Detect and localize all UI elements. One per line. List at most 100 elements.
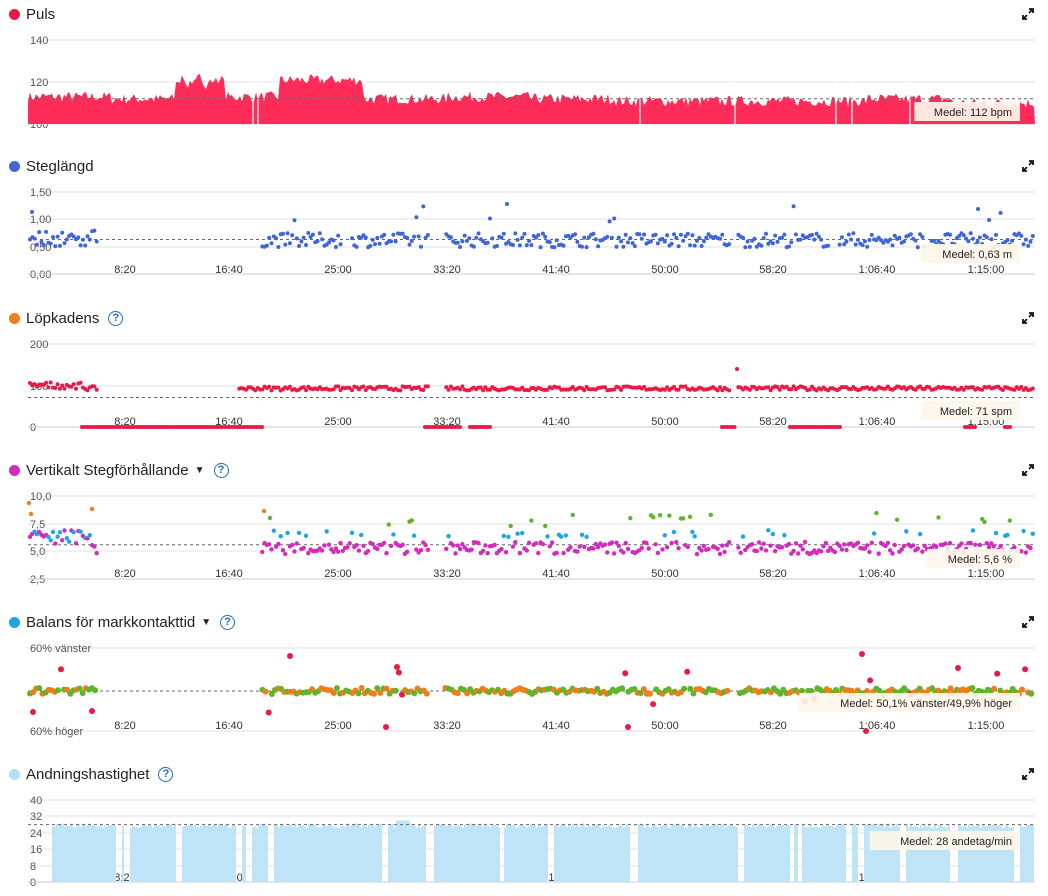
data-point <box>973 542 978 547</box>
panel-header: Puls <box>9 2 55 26</box>
data-point <box>865 244 870 249</box>
data-bar <box>434 825 436 882</box>
x-tick-label: 25:00 <box>324 416 352 428</box>
data-bar <box>290 824 292 882</box>
data-bar <box>160 827 162 882</box>
data-point <box>87 237 92 242</box>
data-bar <box>398 820 400 882</box>
data-point <box>80 237 85 242</box>
data-point <box>395 669 402 676</box>
data-point <box>382 540 387 546</box>
data-point <box>267 515 273 521</box>
data-bar <box>452 826 454 882</box>
data-point <box>333 546 339 551</box>
data-point <box>462 233 467 238</box>
data-bar <box>736 826 738 882</box>
data-bar <box>322 825 324 882</box>
data-bar <box>328 825 330 882</box>
data-bar <box>718 826 720 882</box>
data-bar <box>818 827 820 882</box>
data-point <box>62 528 67 533</box>
data-bar <box>92 824 94 882</box>
data-bar <box>300 825 302 882</box>
help-icon[interactable]: ? <box>220 614 236 630</box>
data-point <box>646 546 651 551</box>
data-point <box>333 245 338 249</box>
data-point <box>267 384 272 389</box>
data-bar <box>280 823 282 882</box>
expand-icon[interactable] <box>1022 8 1034 20</box>
data-point <box>779 545 785 550</box>
help-icon[interactable]: ? <box>213 462 229 478</box>
data-bar <box>1004 826 1006 882</box>
expand-icon[interactable] <box>1022 160 1034 172</box>
expand-icon[interactable] <box>1022 616 1034 628</box>
data-point <box>651 515 656 520</box>
data-bar <box>378 823 380 882</box>
data-point <box>773 233 778 238</box>
data-bar <box>890 827 892 882</box>
data-point <box>261 508 267 514</box>
data-point <box>529 518 534 523</box>
data-point <box>621 550 626 555</box>
data-bar <box>184 825 186 882</box>
data-point <box>276 245 281 249</box>
data-point <box>802 539 808 545</box>
x-tick-label: 33:20 <box>433 264 461 276</box>
data-bar <box>276 824 278 882</box>
data-bar <box>746 824 748 882</box>
data-point <box>278 534 283 539</box>
data-bar <box>130 827 132 882</box>
data-point <box>853 242 858 247</box>
data-point <box>1012 387 1017 392</box>
data-bar <box>680 825 682 882</box>
data-bar <box>486 825 488 882</box>
help-icon[interactable]: ? <box>158 766 174 782</box>
data-point <box>766 385 771 390</box>
data-bar <box>352 824 354 882</box>
data-point <box>994 232 998 237</box>
data-point <box>78 529 83 534</box>
data-point <box>345 545 350 550</box>
data-point <box>681 516 686 521</box>
data-point <box>943 541 948 546</box>
average-label-bg <box>799 693 1020 712</box>
data-point <box>306 551 311 556</box>
y-tick-label: 0,00 <box>30 269 51 281</box>
data-bar <box>526 827 528 882</box>
data-point <box>446 533 451 539</box>
vertikalt-chart: 10,0 7,5 5,0 2,5 8:20 16:40 25:00 33:20 41:40 50:… <box>26 491 1036 586</box>
data-point <box>71 234 76 239</box>
expand-icon[interactable] <box>1022 464 1034 476</box>
data-bar <box>588 824 590 882</box>
expand-icon[interactable] <box>1022 312 1034 324</box>
data-point <box>908 232 913 237</box>
help-icon[interactable]: ? <box>108 310 124 326</box>
dropdown-caret-icon[interactable]: ▼ <box>201 616 212 628</box>
expand-icon[interactable] <box>1022 768 1034 780</box>
data-bar <box>594 824 596 882</box>
y-tick-label: 0 <box>30 422 36 434</box>
data-point <box>515 237 520 242</box>
data-point <box>62 386 67 391</box>
data-bar <box>1030 824 1032 882</box>
data-bar <box>880 823 882 882</box>
data-point <box>503 550 509 555</box>
data-point <box>377 241 382 246</box>
data-bar <box>780 825 782 882</box>
data-point <box>517 550 523 556</box>
dropdown-caret-icon[interactable]: ▼ <box>194 464 205 476</box>
data-bar <box>286 826 288 882</box>
data-point <box>697 236 702 240</box>
data-point <box>676 546 681 551</box>
average-label-bg <box>920 244 1020 263</box>
data-point <box>789 240 794 245</box>
data-point <box>287 653 293 659</box>
data-point <box>897 235 902 240</box>
data-bar <box>394 827 396 882</box>
data-point <box>46 534 51 539</box>
data-bar <box>616 827 618 882</box>
data-point <box>371 690 378 697</box>
data-bar <box>924 823 926 882</box>
data-point <box>76 685 83 692</box>
